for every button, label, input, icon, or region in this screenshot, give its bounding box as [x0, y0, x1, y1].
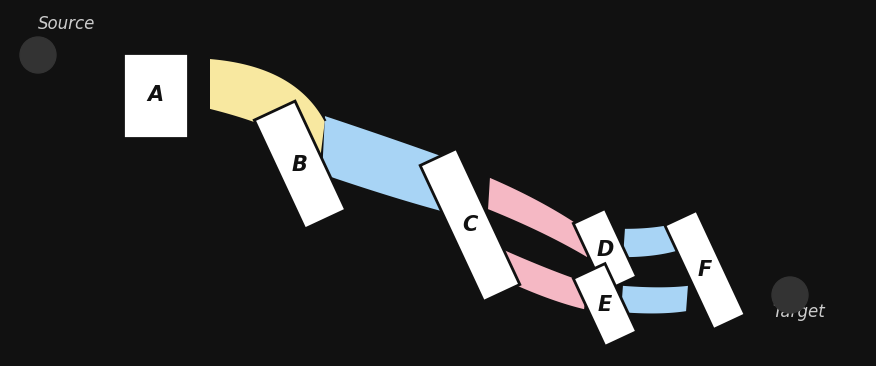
Text: A: A — [147, 85, 163, 105]
Polygon shape — [210, 58, 325, 160]
Polygon shape — [420, 149, 519, 302]
Polygon shape — [621, 285, 688, 314]
Polygon shape — [573, 209, 637, 291]
Text: F: F — [698, 260, 712, 280]
Text: D: D — [597, 240, 614, 260]
Polygon shape — [254, 101, 346, 229]
Polygon shape — [573, 264, 637, 346]
Polygon shape — [623, 218, 690, 258]
Text: E: E — [598, 295, 612, 315]
Text: Target: Target — [773, 303, 825, 321]
Text: Source: Source — [38, 15, 95, 33]
Polygon shape — [665, 210, 745, 329]
Polygon shape — [123, 52, 187, 138]
Polygon shape — [322, 115, 455, 215]
Text: C: C — [463, 215, 477, 235]
Polygon shape — [486, 242, 587, 310]
Polygon shape — [488, 177, 590, 258]
Circle shape — [772, 277, 808, 313]
Circle shape — [20, 37, 56, 73]
Text: B: B — [292, 155, 308, 175]
